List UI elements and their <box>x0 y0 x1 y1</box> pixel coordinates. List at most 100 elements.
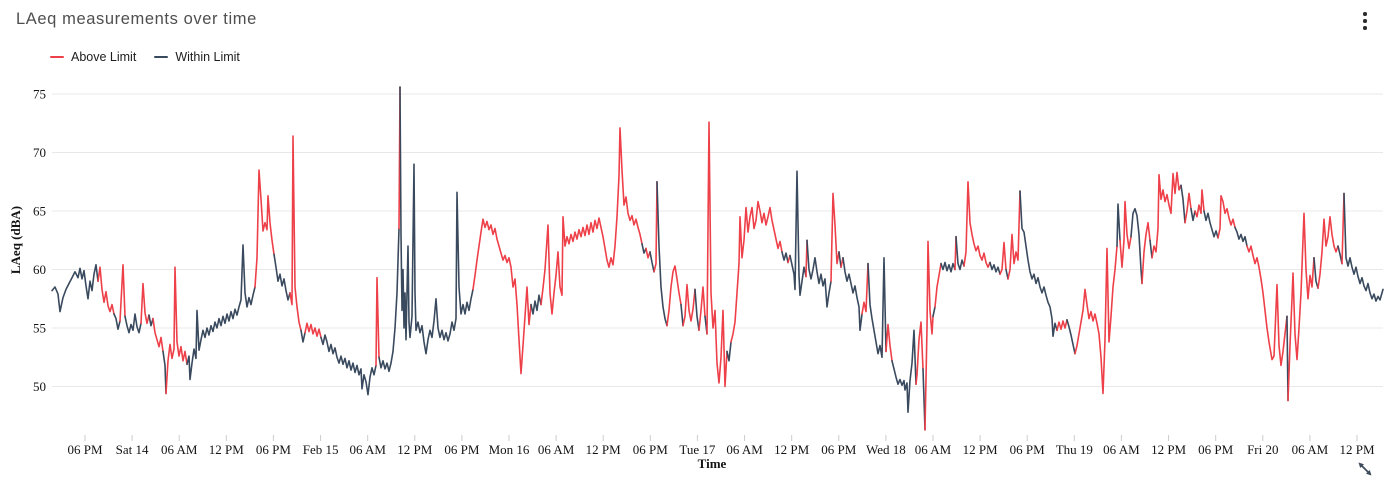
within-limit-segment <box>378 227 400 373</box>
x-tick-label: 06 AM <box>1103 442 1140 457</box>
within-limit-segment <box>1180 184 1186 224</box>
within-limit-segment <box>113 313 121 330</box>
within-limit-segment <box>399 86 474 355</box>
within-limit-segment <box>1019 190 1058 337</box>
above-limit-segment <box>304 322 322 339</box>
y-tick-label: 50 <box>33 379 46 394</box>
above-limit-segment <box>1246 245 1288 367</box>
y-tick-label: 55 <box>33 321 46 336</box>
within-limit-segment <box>842 257 863 332</box>
y-tick-label: 60 <box>33 262 46 277</box>
legend-item-within-limit[interactable]: Within Limit <box>154 50 240 64</box>
legend: Above Limit Within Limit <box>50 50 240 64</box>
within-limit-segment <box>162 350 167 395</box>
x-tick-label: Mon 16 <box>489 442 530 457</box>
within-limit-segment <box>1203 210 1219 239</box>
within-limit-segment <box>789 170 807 296</box>
above-limit-segment <box>152 317 164 353</box>
x-tick-label: 06 PM <box>67 442 102 457</box>
above-limit-segment <box>999 241 1007 275</box>
within-limit-segment <box>1190 207 1196 222</box>
above-limit-segment <box>472 218 532 375</box>
above-limit-line-icon <box>50 55 64 59</box>
y-tick-label: 75 <box>33 87 46 102</box>
y-tick-label: 70 <box>33 145 46 160</box>
above-limit-segment <box>730 200 783 343</box>
x-tick-label: 12 PM <box>209 442 244 457</box>
within-limit-segment <box>124 313 142 334</box>
above-limit-segment <box>963 181 991 268</box>
above-limit-segment <box>540 127 643 315</box>
above-limit-segment <box>682 283 696 327</box>
y-tick-label: 65 <box>33 204 46 219</box>
legend-item-above-limit[interactable]: Above Limit <box>50 50 136 64</box>
within-limit-segment <box>694 288 700 332</box>
above-limit-segment <box>830 192 840 282</box>
x-tick-label: 06 PM <box>1198 442 1233 457</box>
above-limit-segment <box>666 265 682 327</box>
x-tick-label: Fri 20 <box>1247 442 1278 457</box>
within-limit-segment <box>530 294 542 315</box>
within-limit-segment <box>1116 203 1121 247</box>
x-tick-label: Wed 18 <box>866 442 906 457</box>
x-tick-label: Thu 19 <box>1056 442 1093 457</box>
above-limit-segment <box>1074 245 1118 395</box>
above-limit-segment <box>861 262 869 315</box>
within-limit-segment <box>891 329 917 413</box>
above-limit-segment <box>97 266 115 315</box>
above-limit-segment <box>1151 171 1182 259</box>
within-limit-segment <box>649 251 655 273</box>
within-limit-segment <box>148 314 154 327</box>
above-limit-segment <box>915 321 924 385</box>
chart-menu-button[interactable] <box>1354 8 1376 34</box>
within-limit-segment <box>1234 226 1248 247</box>
axes: 50 55 60 65 70 75 06 PM Sat 14 06 AM 12 PM 06 PM Fe… <box>33 87 1375 458</box>
x-tick-label: Tue 17 <box>679 442 716 457</box>
x-tick-label: 12 PM <box>774 442 809 457</box>
x-axis-title: Time <box>698 456 727 471</box>
x-tick-label: 06 AM <box>915 442 952 457</box>
above-limit-segment <box>1194 189 1205 218</box>
gridlines <box>52 93 1383 387</box>
within-limit-segment <box>726 341 732 362</box>
within-limit-line-icon <box>154 55 169 59</box>
x-tick-label: 06 PM <box>256 442 291 457</box>
within-limit-segment <box>806 239 832 308</box>
within-limit-segment <box>989 261 1001 275</box>
above-limit-segment <box>706 121 728 388</box>
legend-label: Within Limit <box>175 50 240 64</box>
x-tick-label: 12 PM <box>1339 442 1374 457</box>
x-tick-label: 06 AM <box>349 442 386 457</box>
above-limit-segment <box>289 135 302 332</box>
above-limit-segment <box>1287 212 1315 402</box>
x-tick-label: 06 AM <box>726 442 763 457</box>
within-limit-segment <box>680 303 684 327</box>
resize-handle[interactable] <box>1356 460 1374 478</box>
page-title: LAeq measurements over time <box>16 10 257 28</box>
within-limit-segment <box>273 253 291 301</box>
x-tick-label: Sat 14 <box>116 442 149 457</box>
within-limit-segment <box>656 181 668 327</box>
x-tick-label: Feb 15 <box>303 442 339 457</box>
within-limit-segment <box>1149 239 1153 259</box>
within-limit-segment <box>320 334 377 396</box>
above-limit-segment <box>1056 319 1068 332</box>
within-limit-segment <box>51 264 99 313</box>
x-tick-label: 12 PM <box>1151 442 1186 457</box>
legend-label: Above Limit <box>71 50 137 64</box>
x-tick-label: 06 AM <box>538 442 575 457</box>
within-limit-segment <box>838 251 842 268</box>
above-limit-segment <box>165 266 188 395</box>
within-limit-segment <box>1313 257 1319 289</box>
within-limit-segment <box>940 261 956 273</box>
x-tick-label: 06 AM <box>1292 442 1329 457</box>
x-tick-label: 06 PM <box>633 442 668 457</box>
within-limit-segment <box>781 251 789 264</box>
above-limit-segment <box>645 247 651 259</box>
above-limit-segment <box>1119 200 1132 268</box>
x-tick-label: 12 PM <box>586 442 621 457</box>
y-axis-title: LAeq (dBA) <box>8 206 23 274</box>
above-limit-segment <box>254 169 275 288</box>
